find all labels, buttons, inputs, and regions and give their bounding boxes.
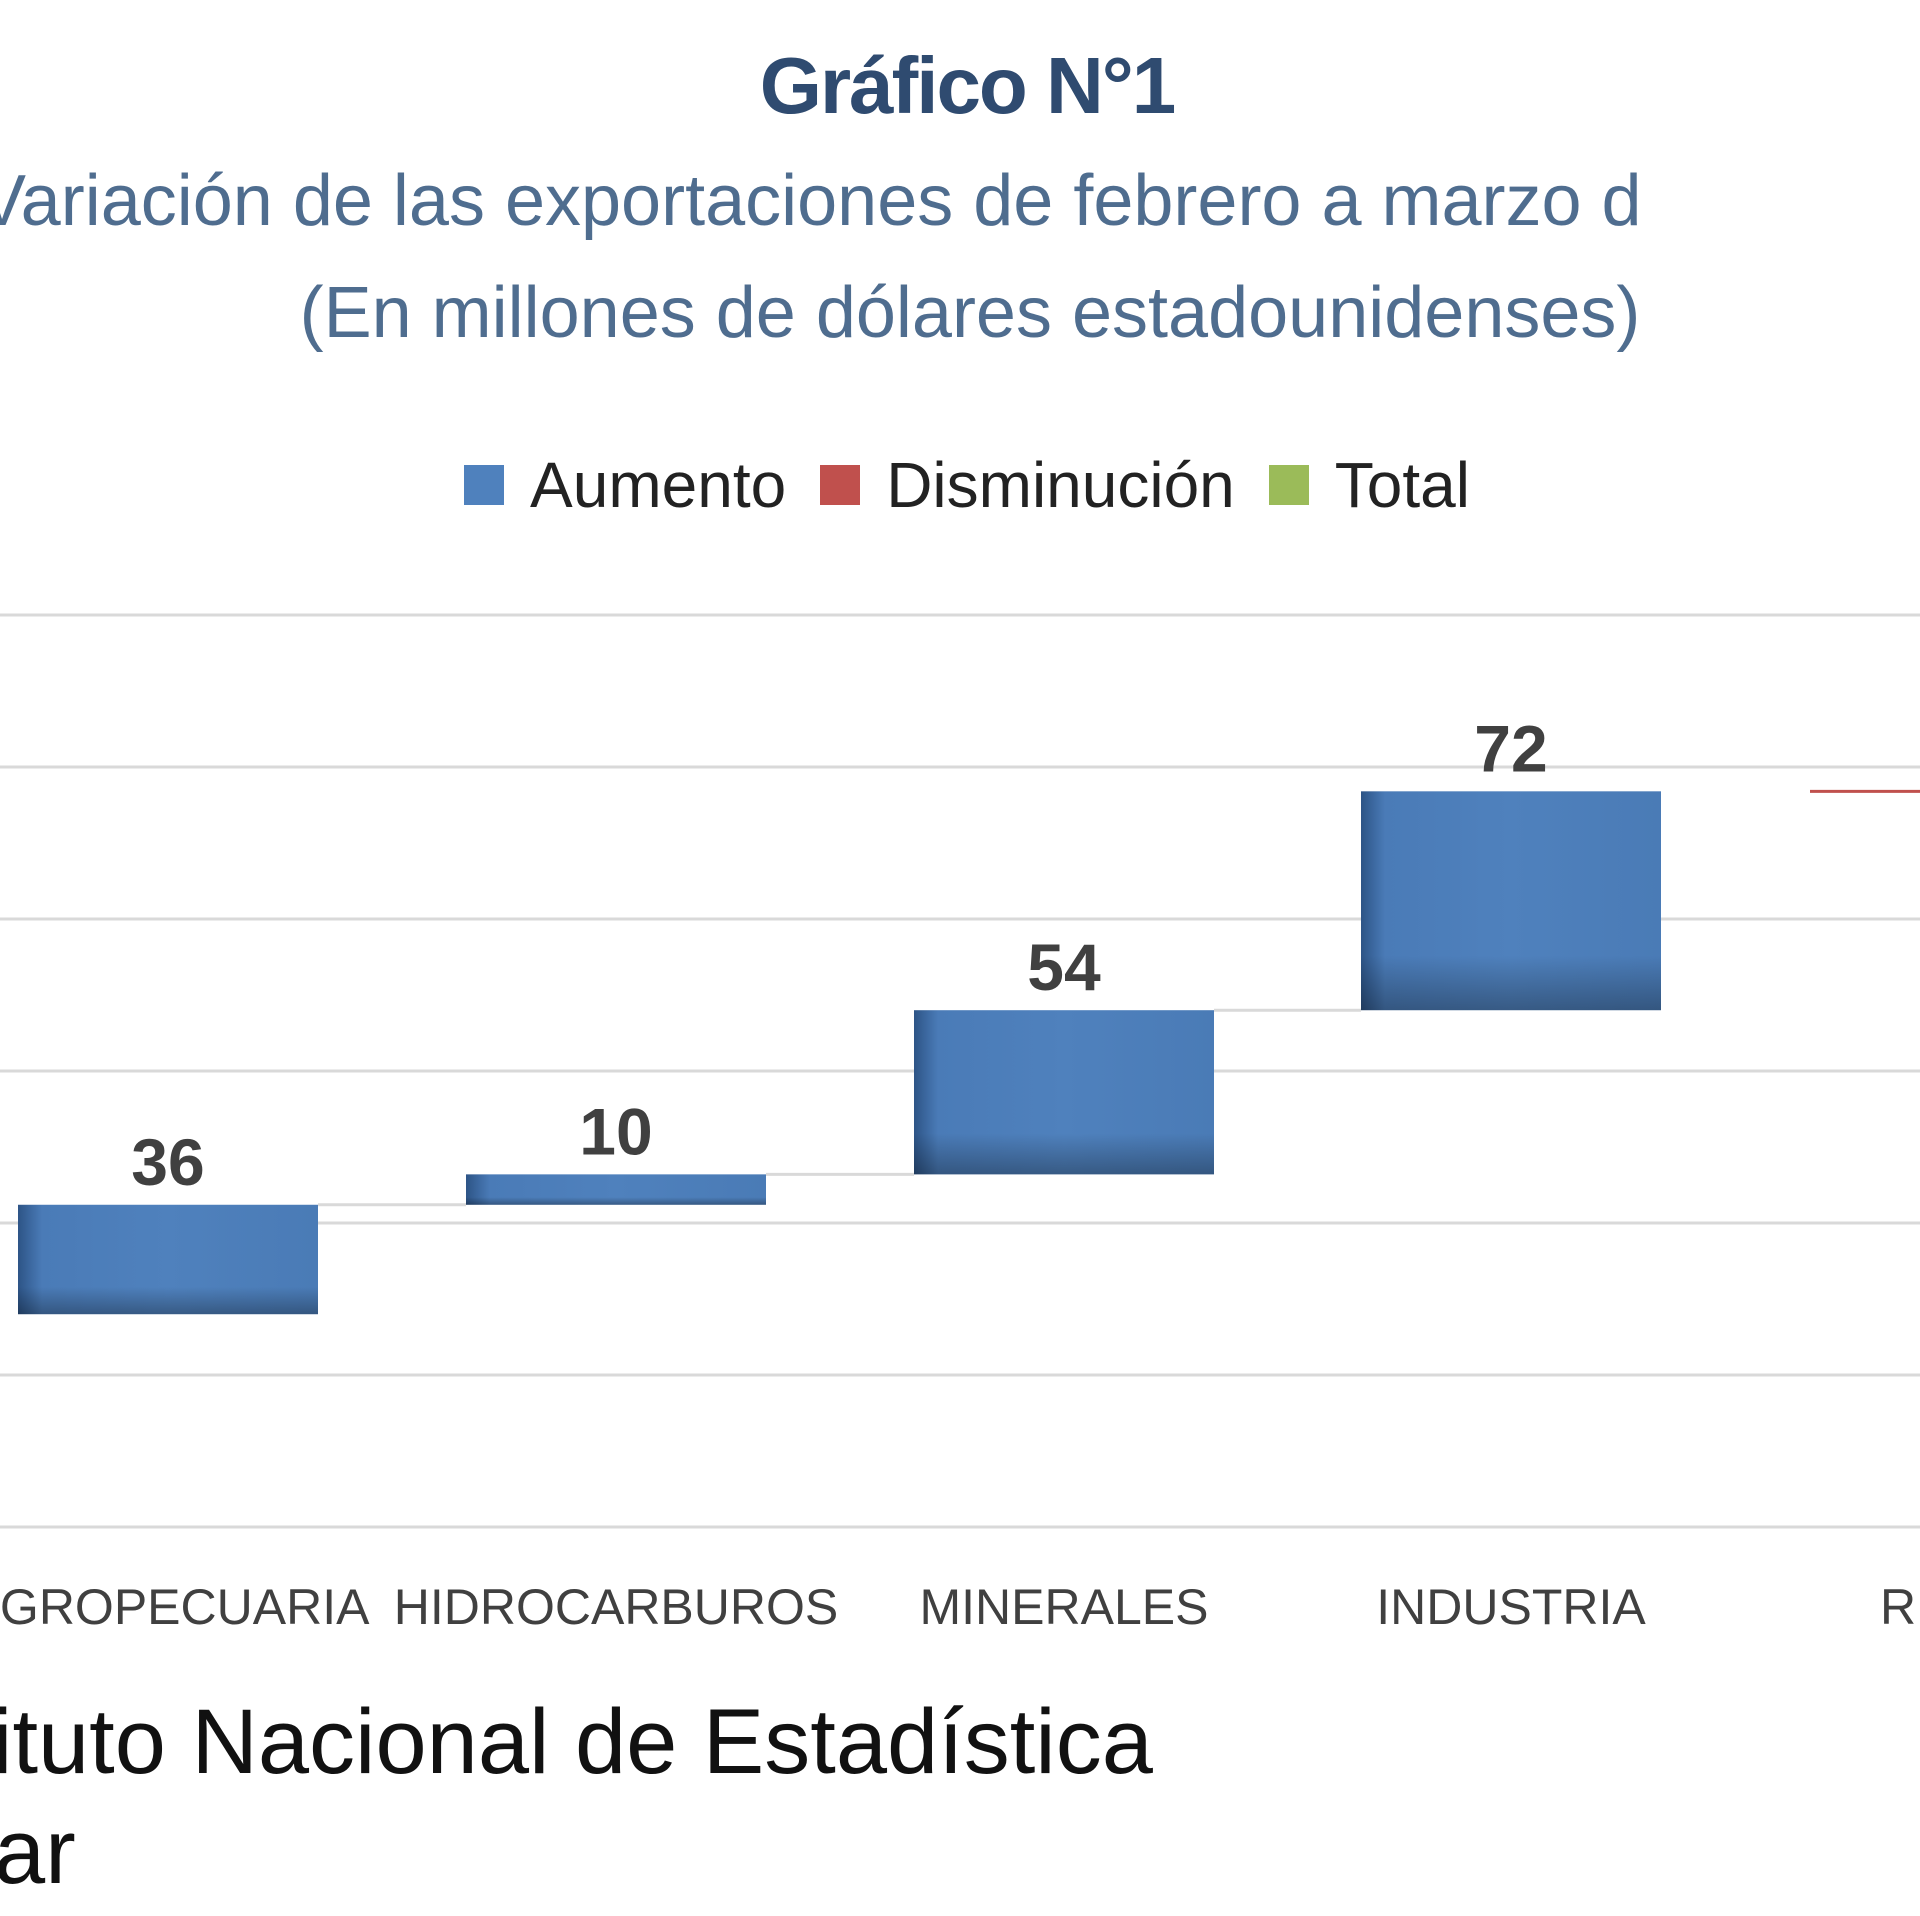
data-label: 54	[1027, 930, 1101, 1004]
legend-swatch	[1268, 465, 1309, 505]
category-label: RE	[1880, 1579, 1920, 1635]
category-label: HIDROCARBUROS	[394, 1579, 838, 1635]
legend-label: Aumento	[530, 449, 787, 521]
legend-label: Total	[1334, 449, 1470, 521]
legend-item-total: Total	[1268, 448, 1470, 522]
bar-shading	[914, 1010, 1214, 1175]
chart-title: Gráfico N°1	[759, 41, 1177, 130]
source-note: ituto Nacional de Estadística	[0, 1691, 1153, 1793]
data-label: 36	[131, 1125, 204, 1199]
legend-label: Disminución	[886, 449, 1235, 521]
bar-shading	[18, 1204, 318, 1315]
bar-shading	[1361, 791, 1661, 1011]
category-label: MINERALES	[920, 1579, 1209, 1635]
chart-subtitle-line-2: (En millones de dólares estadounidenses)	[299, 273, 1641, 353]
legend-swatch	[464, 465, 505, 505]
data-label: 10	[579, 1094, 652, 1168]
category-label: INDUSTRIA	[1376, 1579, 1646, 1635]
legend-item-disminucion: Disminución	[820, 448, 1235, 522]
bar-shading	[466, 1174, 766, 1205]
legend-item-aumento: Aumento	[464, 448, 786, 522]
legend-swatch	[820, 465, 861, 505]
source-note-line-2: ar	[0, 1801, 76, 1903]
legend: Aumento Disminución Total	[0, 448, 1920, 522]
data-label: 72	[1474, 711, 1547, 785]
chart-subtitle-line-1: Variación de las exportaciones de febrer…	[0, 161, 1642, 241]
category-label: AGROPECUARIA	[0, 1579, 370, 1635]
